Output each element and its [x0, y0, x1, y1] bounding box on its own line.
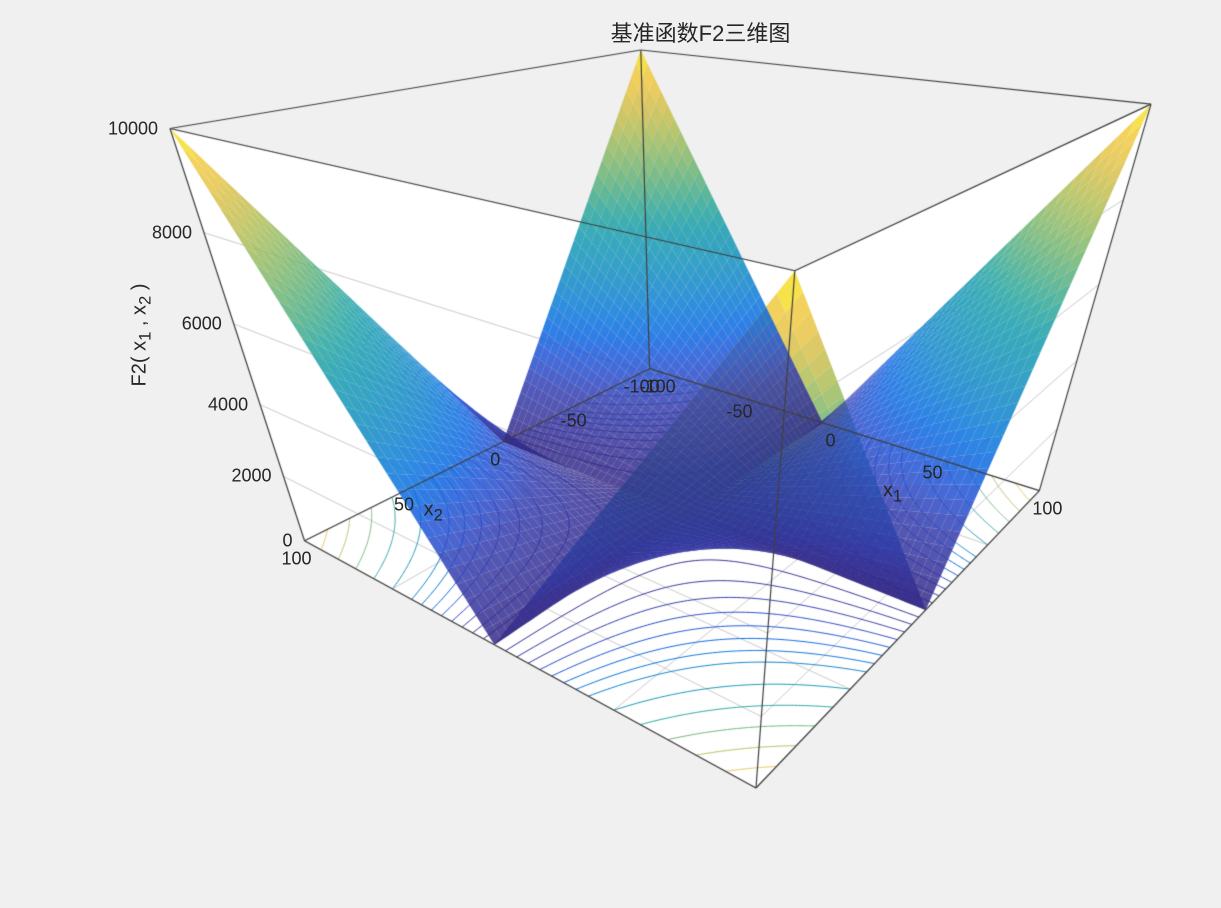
surface-plot-canvas [0, 0, 1221, 908]
figure: -100-50050100-100-5005010002000400060008… [0, 0, 1221, 908]
